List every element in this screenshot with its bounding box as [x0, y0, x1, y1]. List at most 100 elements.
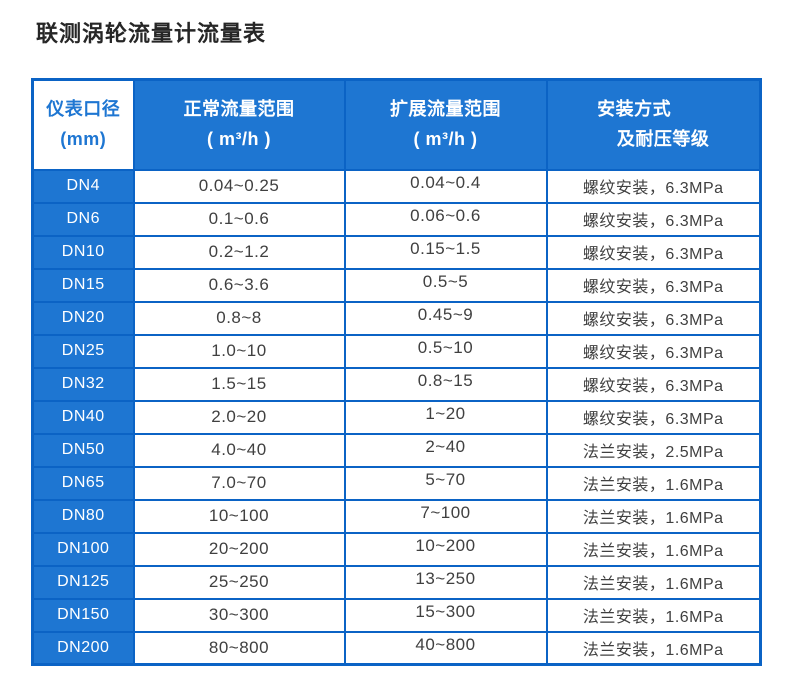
cell-diameter: DN4 — [31, 168, 135, 204]
table-row: DN40 2.0~20 1~20 螺纹安装，6.3MPa — [31, 399, 762, 435]
cell-install: 法兰安装，2.5MPa — [545, 432, 762, 468]
cell-install: 法兰安装，1.6MPa — [545, 630, 762, 666]
column-header-normal-range: 正常流量范围 ( m³/h ) — [132, 78, 346, 171]
cell-diameter: DN20 — [31, 300, 135, 336]
cell-extended-range: 5~70 — [343, 465, 548, 501]
cell-extended-value: 0.04~0.4 — [410, 173, 481, 192]
table-row: DN200 80~800 40~800 法兰安装，1.6MPa — [31, 630, 762, 666]
cell-diameter: DN15 — [31, 267, 135, 303]
cell-extended-value: 10~200 — [415, 536, 476, 555]
cell-install: 法兰安装，1.6MPa — [545, 498, 762, 534]
cell-normal-range: 80~800 — [132, 630, 346, 666]
cell-install: 螺纹安装，6.3MPa — [545, 168, 762, 204]
cell-extended-range: 40~800 — [343, 630, 548, 666]
cell-diameter: DN200 — [31, 630, 135, 666]
cell-diameter: DN6 — [31, 201, 135, 237]
table-body: DN4 0.04~0.25 0.04~0.4 螺纹安装，6.3MPa DN6 0… — [31, 168, 762, 666]
cell-normal-range: 0.1~0.6 — [132, 201, 346, 237]
cell-extended-value: 1~20 — [425, 404, 466, 423]
cell-extended-value: 5~70 — [425, 470, 466, 489]
cell-extended-range: 10~200 — [343, 531, 548, 567]
column-header-extended-range: 扩展流量范围 ( m³/h ) — [343, 78, 548, 171]
cell-extended-value: 0.5~5 — [422, 272, 469, 291]
cell-install: 法兰安装，1.6MPa — [545, 465, 762, 501]
cell-diameter: DN32 — [31, 366, 135, 402]
cell-diameter: DN25 — [31, 333, 135, 369]
cell-extended-range: 0.5~10 — [343, 333, 548, 369]
cell-install: 螺纹安装，6.3MPa — [545, 333, 762, 369]
cell-extended-range: 0.06~0.6 — [343, 201, 548, 237]
cell-extended-range: 0.5~5 — [343, 267, 548, 303]
table-row: DN32 1.5~15 0.8~15 螺纹安装，6.3MPa — [31, 366, 762, 402]
cell-extended-value: 0.8~15 — [417, 371, 474, 390]
cell-normal-range: 1.0~10 — [132, 333, 346, 369]
table-row: DN25 1.0~10 0.5~10 螺纹安装，6.3MPa — [31, 333, 762, 369]
cell-install: 螺纹安装，6.3MPa — [545, 399, 762, 435]
table-row: DN80 10~100 7~100 法兰安装，1.6MPa — [31, 498, 762, 534]
table-row: DN6 0.1~0.6 0.06~0.6 螺纹安装，6.3MPa — [31, 201, 762, 237]
cell-extended-range: 13~250 — [343, 564, 548, 600]
cell-extended-value: 0.45~9 — [417, 305, 474, 324]
table-row: DN15 0.6~3.6 0.5~5 螺纹安装，6.3MPa — [31, 267, 762, 303]
cell-extended-value: 0.06~0.6 — [410, 206, 481, 225]
page-title: 联测涡轮流量计流量表 — [36, 21, 267, 46]
cell-diameter: DN125 — [31, 564, 135, 600]
cell-extended-value: 40~800 — [415, 634, 476, 654]
cell-extended-value: 0.15~1.5 — [410, 239, 481, 258]
cell-install: 螺纹安装，6.3MPa — [545, 366, 762, 402]
cell-normal-range: 4.0~40 — [132, 432, 346, 468]
cell-extended-range: 0.45~9 — [343, 300, 548, 336]
cell-extended-range: 1~20 — [343, 399, 548, 435]
cell-normal-range: 25~250 — [132, 564, 346, 600]
cell-extended-range: 0.8~15 — [343, 366, 548, 402]
header-line: 仪表口径 — [46, 99, 121, 120]
cell-normal-range: 0.8~8 — [132, 300, 346, 336]
header-line: ( m³/h ) — [207, 128, 271, 149]
column-header-diameter: 仪表口径 (mm) — [31, 78, 135, 171]
table-row: DN4 0.04~0.25 0.04~0.4 螺纹安装，6.3MPa — [31, 168, 762, 204]
cell-normal-range: 0.04~0.25 — [132, 168, 346, 204]
header-line: 正常流量范围 — [183, 99, 295, 120]
cell-extended-range: 2~40 — [343, 432, 548, 468]
cell-extended-value: 7~100 — [420, 503, 471, 522]
cell-install: 螺纹安装，6.3MPa — [545, 267, 762, 303]
cell-install: 法兰安装，1.6MPa — [545, 564, 762, 600]
table-row: DN125 25~250 13~250 法兰安装，1.6MPa — [31, 564, 762, 600]
cell-install: 法兰安装，1.6MPa — [545, 597, 762, 633]
cell-normal-range: 1.5~15 — [132, 366, 346, 402]
header-line: (mm) — [60, 128, 107, 149]
table-row: DN150 30~300 15~300 法兰安装，1.6MPa — [31, 597, 762, 633]
column-header-install: 安装方式 及耐压等级 — [545, 78, 762, 171]
table-row: DN20 0.8~8 0.45~9 螺纹安装，6.3MPa — [31, 300, 762, 336]
cell-normal-range: 20~200 — [132, 531, 346, 567]
cell-install: 螺纹安装，6.3MPa — [545, 234, 762, 270]
cell-install: 螺纹安装，6.3MPa — [545, 300, 762, 336]
cell-extended-range: 0.04~0.4 — [343, 168, 548, 204]
header-block: 安装方式 及耐压等级 — [597, 95, 709, 154]
cell-diameter: DN40 — [31, 399, 135, 435]
cell-diameter: DN80 — [31, 498, 135, 534]
header-line: 安装方式 — [597, 99, 672, 120]
cell-diameter: DN150 — [31, 597, 135, 633]
header-line: 扩展流量范围 — [390, 99, 501, 120]
cell-normal-range: 0.6~3.6 — [132, 267, 346, 303]
cell-diameter: DN100 — [31, 531, 135, 567]
cell-normal-range: 30~300 — [132, 597, 346, 633]
cell-extended-value: 15~300 — [415, 602, 476, 621]
table-row: DN65 7.0~70 5~70 法兰安装，1.6MPa — [31, 465, 762, 501]
cell-normal-range: 0.2~1.2 — [132, 234, 346, 270]
cell-extended-range: 0.15~1.5 — [343, 234, 548, 270]
table-row: DN100 20~200 10~200 法兰安装，1.6MPa — [31, 531, 762, 567]
table-row: DN50 4.0~40 2~40 法兰安装，2.5MPa — [31, 432, 762, 468]
table-row: DN10 0.2~1.2 0.15~1.5 螺纹安装，6.3MPa — [31, 234, 762, 270]
header-row: 仪表口径 (mm) 正常流量范围 ( m³/h ) 扩展流量范围 ( m³/h … — [31, 78, 762, 171]
cell-install: 螺纹安装，6.3MPa — [545, 201, 762, 237]
cell-install: 法兰安装，1.6MPa — [545, 531, 762, 567]
cell-diameter: DN65 — [31, 465, 135, 501]
cell-extended-value: 2~40 — [425, 437, 466, 456]
cell-normal-range: 7.0~70 — [132, 465, 346, 501]
cell-extended-value: 13~250 — [415, 569, 476, 588]
header-line: ( m³/h ) — [413, 128, 478, 149]
cell-normal-range: 2.0~20 — [132, 399, 346, 435]
